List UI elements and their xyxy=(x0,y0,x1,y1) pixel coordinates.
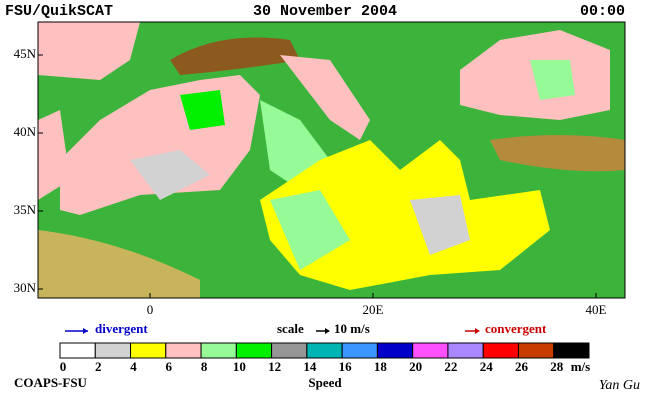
sea xyxy=(260,140,550,290)
sea xyxy=(270,190,350,270)
sea xyxy=(180,90,225,130)
colorbar-tick-label: 8 xyxy=(201,359,208,374)
sea xyxy=(130,150,210,200)
colorbar-cell xyxy=(59,342,96,359)
colorbar-cell xyxy=(94,342,132,359)
colorbar-cell xyxy=(200,342,237,359)
footer-left: COAPS-FSU xyxy=(14,375,88,390)
colorbar-tick-label: 4 xyxy=(130,359,137,374)
colorbar-cell xyxy=(482,342,519,359)
colorbar-tick-label: 22 xyxy=(444,359,457,374)
sea xyxy=(38,22,140,80)
lon-label: 40E xyxy=(586,302,607,317)
lon-label: 20E xyxy=(363,302,384,317)
colorbar-tick-label: 0 xyxy=(60,359,67,374)
colorbar-tick-label: 24 xyxy=(480,359,494,374)
colorbar-tick-label: 6 xyxy=(166,359,173,374)
mountains xyxy=(170,37,300,75)
map-area xyxy=(38,22,625,298)
lat-label: 30N xyxy=(14,280,37,295)
colorbar-tick-label: 16 xyxy=(339,359,353,374)
sea xyxy=(280,55,370,140)
lat-label: 40N xyxy=(14,124,37,139)
convergent-arrow xyxy=(475,328,480,334)
title: FSU/QuikSCAT xyxy=(5,3,113,20)
colorbar-tick-label: 26 xyxy=(515,359,529,374)
lon-label: 0 xyxy=(147,302,154,317)
sea xyxy=(410,195,470,255)
colorbar-tick-label: 2 xyxy=(95,359,102,374)
divergent-label: divergent xyxy=(95,321,148,336)
scale-arrow xyxy=(325,328,330,334)
colorbar-cell xyxy=(165,342,202,359)
colorbar-tick-label: 20 xyxy=(409,359,422,374)
colorbar-tick-label: 18 xyxy=(374,359,388,374)
lat-label: 35N xyxy=(14,202,37,217)
colorbar-cell xyxy=(306,342,343,359)
date: 30 November 2004 xyxy=(253,3,397,20)
footer-right: Yan Gu xyxy=(599,378,640,393)
desert xyxy=(38,230,200,298)
map-frame xyxy=(37,21,626,299)
colorbar-tick-label: 12 xyxy=(268,359,281,374)
scale-value: 10 m/s xyxy=(334,321,370,336)
colorbar-cell xyxy=(412,342,449,359)
colorbar-title: Speed xyxy=(308,375,342,390)
divergent-arrow xyxy=(83,328,88,334)
colorbar-cell xyxy=(271,342,308,359)
mountains xyxy=(490,135,625,172)
colorbar-cell xyxy=(447,342,484,359)
colorbar-cell xyxy=(517,342,555,359)
convergent-label: convergent xyxy=(485,321,547,336)
lat-label: 45N xyxy=(14,46,37,61)
scale-label: scale xyxy=(277,321,304,336)
colorbar-unit: m/s xyxy=(571,359,591,374)
colorbar-cell xyxy=(341,342,378,359)
colorbar-tick-label: 28 xyxy=(550,359,564,374)
colorbar-cell xyxy=(130,342,167,359)
colorbar-tick-label: 14 xyxy=(303,359,317,374)
colorbar-tick-label: 10 xyxy=(233,359,246,374)
colorbar-cell xyxy=(376,342,414,359)
colorbar-cell xyxy=(235,342,273,359)
colorbar-cell xyxy=(553,342,590,359)
time: 00:00 xyxy=(580,3,625,20)
sea xyxy=(530,60,575,100)
